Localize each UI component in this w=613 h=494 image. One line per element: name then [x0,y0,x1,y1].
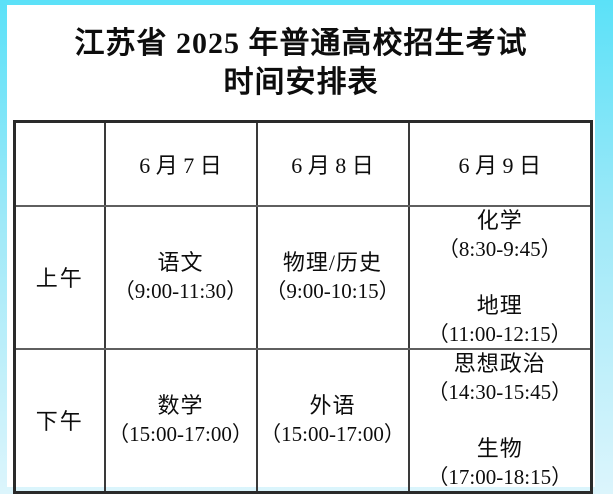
title-line-2: 时间安排表 [223,66,379,99]
column-header-jun-9: 6 月 9 日 [407,120,593,207]
exam-entry-biology: 生物 （17:00-18:15） [427,435,572,491]
exam-time: （9:00-10:15） [265,279,400,303]
cell-morning-jun-7: 语文 （9:00-11:30） [103,204,258,350]
exam-time: （15:00-17:00） [108,422,253,446]
cell-afternoon-jun-9: 思想政治 （14:30-15:45） 生物 （17:00-18:15） [407,347,593,493]
title-line-1: 江苏省 2025 年普通高校招生考试 [74,27,528,60]
content-panel: 江苏省 2025 年普通高校招生考试 时间安排表 6 月 7 日 6 月 8 日… [7,5,595,494]
exam-time: （14:30-15:45） [427,379,573,404]
subject-name: 思想政治 [453,350,546,376]
cell-afternoon-jun-7: 数学 （15:00-17:00） [103,347,258,493]
subject-name: 地理 [476,292,523,318]
cell-morning-jun-9: 化学 （8:30-9:45） 地理 （11:00-12:15） [407,204,593,350]
exam-entry-foreign-language: 外语 （15:00-17:00） [260,392,405,448]
exam-entry-math: 数学 （15:00-17:00） [108,392,253,448]
exam-entry-chemistry: 化学 （8:30-9:45） [438,207,562,263]
page-title: 江苏省 2025 年普通高校招生考试 时间安排表 [7,24,595,102]
corner-cell [13,120,106,207]
exam-time: （8:30-9:45） [437,236,562,261]
table-row-morning: 上午 语文 （9:00-11:30） 物理/历史 （9:00-10:15） [13,204,593,350]
subject-name: 外语 [309,393,356,418]
exam-entry-politics: 思想政治 （14:30-15:45） [427,350,572,406]
exam-time: （17:00-18:15） [427,464,573,489]
exam-entry-geography: 地理 （11:00-12:15） [428,292,572,348]
cell-afternoon-jun-8: 外语 （15:00-17:00） [255,347,410,493]
subject-name: 语文 [157,250,204,275]
subject-name: 物理/历史 [282,250,383,275]
period-label-morning: 上午 [13,204,106,350]
column-header-jun-8: 6 月 8 日 [255,120,410,207]
table-header-row: 6 月 7 日 6 月 8 日 6 月 9 日 [13,120,593,207]
exam-time: （11:00-12:15） [427,321,572,346]
exam-time: （15:00-17:00） [260,422,405,446]
cell-morning-jun-8: 物理/历史 （9:00-10:15） [255,204,410,350]
exam-schedule-table: 6 月 7 日 6 月 8 日 6 月 9 日 上午 语文 （9:00-11:3… [13,120,593,494]
column-header-jun-7: 6 月 7 日 [103,120,258,207]
exam-entry-chinese: 语文 （9:00-11:30） [114,249,247,305]
subject-name: 数学 [157,393,204,418]
exam-time: （9:00-11:30） [113,279,248,303]
exam-entry-physics-history: 物理/历史 （9:00-10:15） [265,249,399,305]
table-row-afternoon: 下午 数学 （15:00-17:00） 外语 （15:00-17:00） [13,347,593,493]
subject-name: 生物 [476,435,523,461]
subject-name: 化学 [476,207,523,233]
period-label-afternoon: 下午 [13,347,106,493]
